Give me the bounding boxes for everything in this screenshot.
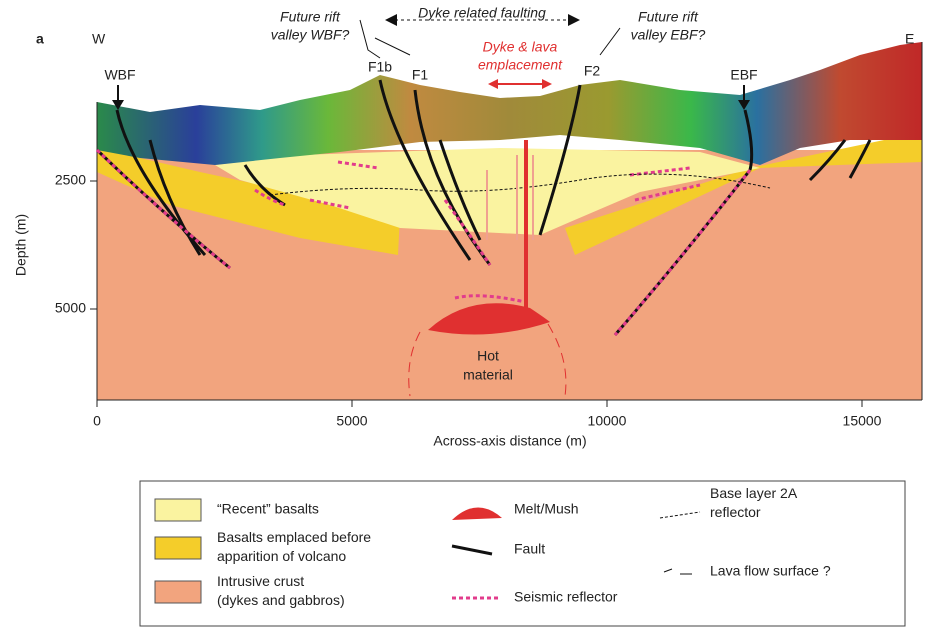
legend-label: Melt/Mush bbox=[514, 501, 579, 517]
x-tick-label: 10000 bbox=[588, 413, 627, 429]
fault-label: F2 bbox=[584, 63, 601, 79]
x-tick-label: 5000 bbox=[336, 413, 367, 429]
y-tick-label: 5000 bbox=[55, 300, 86, 316]
legend-label: Base layer 2A bbox=[710, 485, 798, 501]
seismic-reflectors bbox=[95, 148, 752, 336]
fault-label: EBF bbox=[730, 67, 757, 83]
legend-label: apparition of volcano bbox=[217, 548, 346, 564]
annotation: Dyke related faulting bbox=[418, 5, 546, 21]
base-2a-reflector bbox=[269, 173, 771, 196]
old-basalts bbox=[97, 148, 400, 255]
annotation: material bbox=[463, 367, 513, 383]
legend-label: Fault bbox=[514, 541, 545, 557]
west-label: W bbox=[92, 31, 106, 47]
legend-swatch bbox=[154, 498, 202, 522]
legend-swatch bbox=[451, 544, 493, 556]
annotation: Dyke & lava bbox=[483, 39, 558, 55]
annotation: Hot bbox=[477, 348, 499, 364]
legend-swatch bbox=[663, 568, 692, 575]
panel-label: a bbox=[36, 31, 44, 47]
legend-label: Lava flow surface ? bbox=[710, 563, 831, 579]
annotation: valley WBF? bbox=[271, 27, 350, 43]
legend-label: reflector bbox=[710, 504, 761, 520]
annotation: Future rift bbox=[638, 9, 699, 25]
fault-label: F1b bbox=[368, 59, 392, 75]
legend-label: “Recent” basalts bbox=[217, 501, 319, 517]
melt bbox=[408, 140, 567, 397]
legend-swatch bbox=[154, 580, 202, 604]
legend-label: Seismic reflector bbox=[514, 589, 618, 605]
y-tick-label: 2500 bbox=[55, 172, 86, 188]
legend-swatch bbox=[452, 507, 502, 520]
x-tick-label: 15000 bbox=[843, 413, 882, 429]
y-axis-label: Depth (m) bbox=[13, 214, 29, 276]
annotation: valley EBF? bbox=[631, 27, 706, 43]
fault-label: WBF bbox=[104, 67, 135, 83]
legend-label: Intrusive crust bbox=[217, 573, 304, 589]
annotation: emplacement bbox=[478, 57, 563, 73]
terrain bbox=[97, 42, 922, 165]
fault-label: F1 bbox=[412, 67, 429, 83]
legend-label: Basalts emplaced before bbox=[217, 529, 371, 545]
faults bbox=[95, 79, 872, 336]
cross-section bbox=[95, 14, 923, 400]
legend bbox=[139, 480, 906, 627]
annotation: Future rift bbox=[280, 9, 341, 25]
east-label: E bbox=[905, 31, 914, 47]
legend-label: (dykes and gabbros) bbox=[217, 592, 345, 608]
legend-swatch bbox=[154, 536, 202, 560]
x-axis-label: Across-axis distance (m) bbox=[433, 433, 586, 449]
old-basalts bbox=[565, 132, 922, 255]
x-tick-label: 0 bbox=[93, 413, 101, 429]
legend-swatch bbox=[659, 511, 701, 519]
